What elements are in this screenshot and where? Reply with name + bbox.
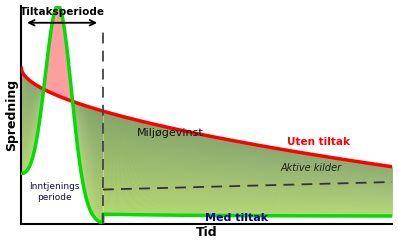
Y-axis label: Spredning: Spredning bbox=[6, 79, 19, 151]
Text: Inntjenings
periode: Inntjenings periode bbox=[29, 182, 80, 202]
Text: Miljøgevinst: Miljøgevinst bbox=[137, 128, 203, 138]
Text: Tiltaksperiode: Tiltaksperiode bbox=[20, 7, 105, 17]
Text: Uten tiltak: Uten tiltak bbox=[287, 137, 350, 147]
Text: Aktive kilder: Aktive kilder bbox=[280, 163, 341, 173]
X-axis label: Tid: Tid bbox=[196, 226, 218, 239]
Text: Med tiltak: Med tiltak bbox=[205, 213, 268, 223]
